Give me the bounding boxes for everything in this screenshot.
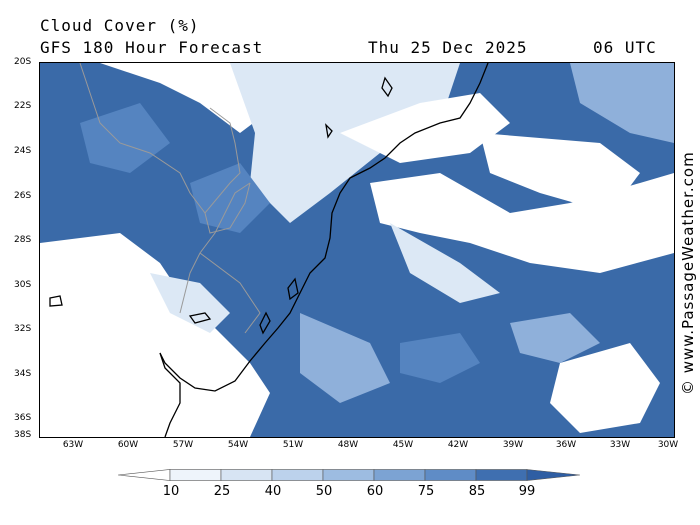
legend-label: 85 [468,484,486,499]
legend-label: 10 [162,484,180,499]
lon-label: 36W [555,440,577,450]
map-canvas [40,63,674,437]
lat-label: 30S [14,280,32,290]
legend-segment [322,469,375,481]
legend-segment [271,469,324,481]
lat-label: 36S [14,413,32,423]
legend-segment [220,469,273,481]
legend-segment [169,469,222,481]
legend-segment [373,469,426,481]
legend-segment [526,469,580,481]
lon-label: 33W [609,440,631,450]
lon-label: 60W [117,440,139,450]
lon-label: 48W [337,440,359,450]
legend-label: 25 [213,484,231,499]
legend-segment [475,469,528,481]
legend-segment [118,469,171,481]
lat-label: 22S [14,101,32,111]
lat-label: 32S [14,324,32,334]
lon-label: 45W [392,440,414,450]
lon-label: 51W [282,440,304,450]
lat-label: 34S [14,369,32,379]
legend-label: 60 [366,484,384,499]
forecast-date: Thu 25 Dec 2025 [368,38,528,57]
legend-label: 99 [518,484,536,499]
forecast-time: 06 UTC [593,38,657,57]
lat-label: 28S [14,235,32,245]
lon-label: 30W [657,440,679,450]
website-credit: © www.PassageWeather.com [679,151,697,395]
chart-title: Cloud Cover (%) [40,16,200,35]
lon-label: 54W [227,440,249,450]
lon-label: 63W [62,440,84,450]
lon-label: 42W [447,440,469,450]
legend-label: 50 [315,484,333,499]
lat-label: 24S [14,146,32,156]
lon-label: 57W [172,440,194,450]
lat-label: 26S [14,191,32,201]
legend-label: 40 [264,484,282,499]
lat-label: 38S [14,430,32,440]
cloud-cover-map [39,62,675,438]
coastline [49,63,489,437]
lon-label: 39W [502,440,524,450]
legend-label: 75 [417,484,435,499]
legend-segment [424,469,477,481]
lat-label: 20S [14,57,32,67]
forecast-subtitle: GFS 180 Hour Forecast [40,38,264,57]
country-borders [79,63,261,334]
color-legend-bar [118,469,580,481]
